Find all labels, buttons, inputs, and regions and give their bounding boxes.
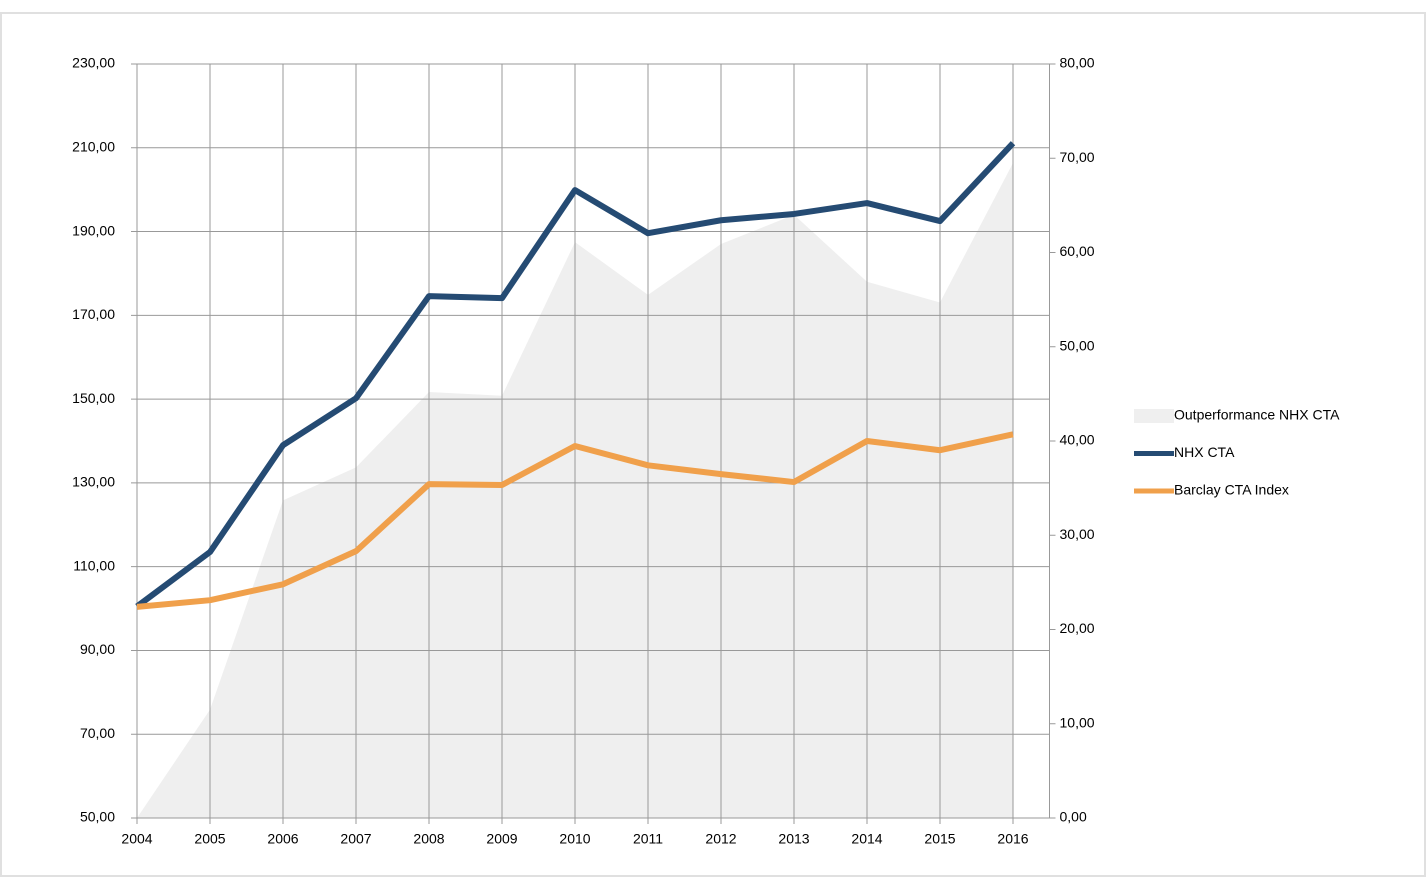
x-tick-label: 2011	[633, 831, 663, 847]
x-tick-label: 2005	[194, 831, 225, 847]
y-tick-label: 70,00	[80, 725, 115, 741]
y2-tick-label: 60,00	[1060, 243, 1095, 259]
legend-label: NHX CTA	[1174, 444, 1235, 460]
x-tick-label: 2008	[413, 831, 444, 847]
y-tick-label: 170,00	[72, 306, 115, 322]
y2-tick-label: 70,00	[1060, 149, 1095, 165]
y-tick-label: 110,00	[73, 557, 115, 573]
y2-tick-label: 10,00	[1060, 714, 1095, 730]
y2-tick-label: 40,00	[1060, 432, 1095, 448]
legend-swatch	[1134, 409, 1174, 423]
y2-tick-label: 80,00	[1060, 55, 1095, 71]
y2-tick-label: 30,00	[1060, 526, 1095, 542]
legend-label: Barclay CTA Index	[1174, 482, 1289, 498]
series-line	[135, 141, 1016, 609]
x-tick-label: 2009	[486, 831, 517, 847]
y-tick-label: 210,00	[72, 138, 115, 154]
x-tick-label: 2015	[924, 831, 955, 847]
x-tick-label: 2004	[121, 831, 152, 847]
x-tick-label: 2016	[997, 831, 1028, 847]
x-tick-label: 2007	[340, 831, 371, 847]
y2-tick-label: 0,00	[1060, 809, 1087, 825]
x-tick-label: 2013	[778, 831, 809, 847]
y-tick-label: 190,00	[72, 222, 115, 238]
y2-tick-label: 50,00	[1060, 337, 1095, 353]
x-tick-label: 2010	[559, 831, 590, 847]
y-tick-label: 150,00	[72, 390, 115, 406]
legend-label: Outperformance NHX CTA	[1174, 407, 1340, 423]
series-line	[136, 431, 1014, 610]
y2-tick-label: 20,00	[1060, 620, 1095, 636]
y-tick-label: 50,00	[80, 809, 115, 825]
x-tick-label: 2014	[851, 831, 882, 847]
x-tick-label: 2012	[705, 831, 736, 847]
y-tick-label: 230,00	[72, 55, 115, 71]
x-tick-label: 2006	[267, 831, 298, 847]
y-tick-label: 90,00	[80, 641, 115, 657]
y-tick-label: 130,00	[72, 474, 115, 490]
